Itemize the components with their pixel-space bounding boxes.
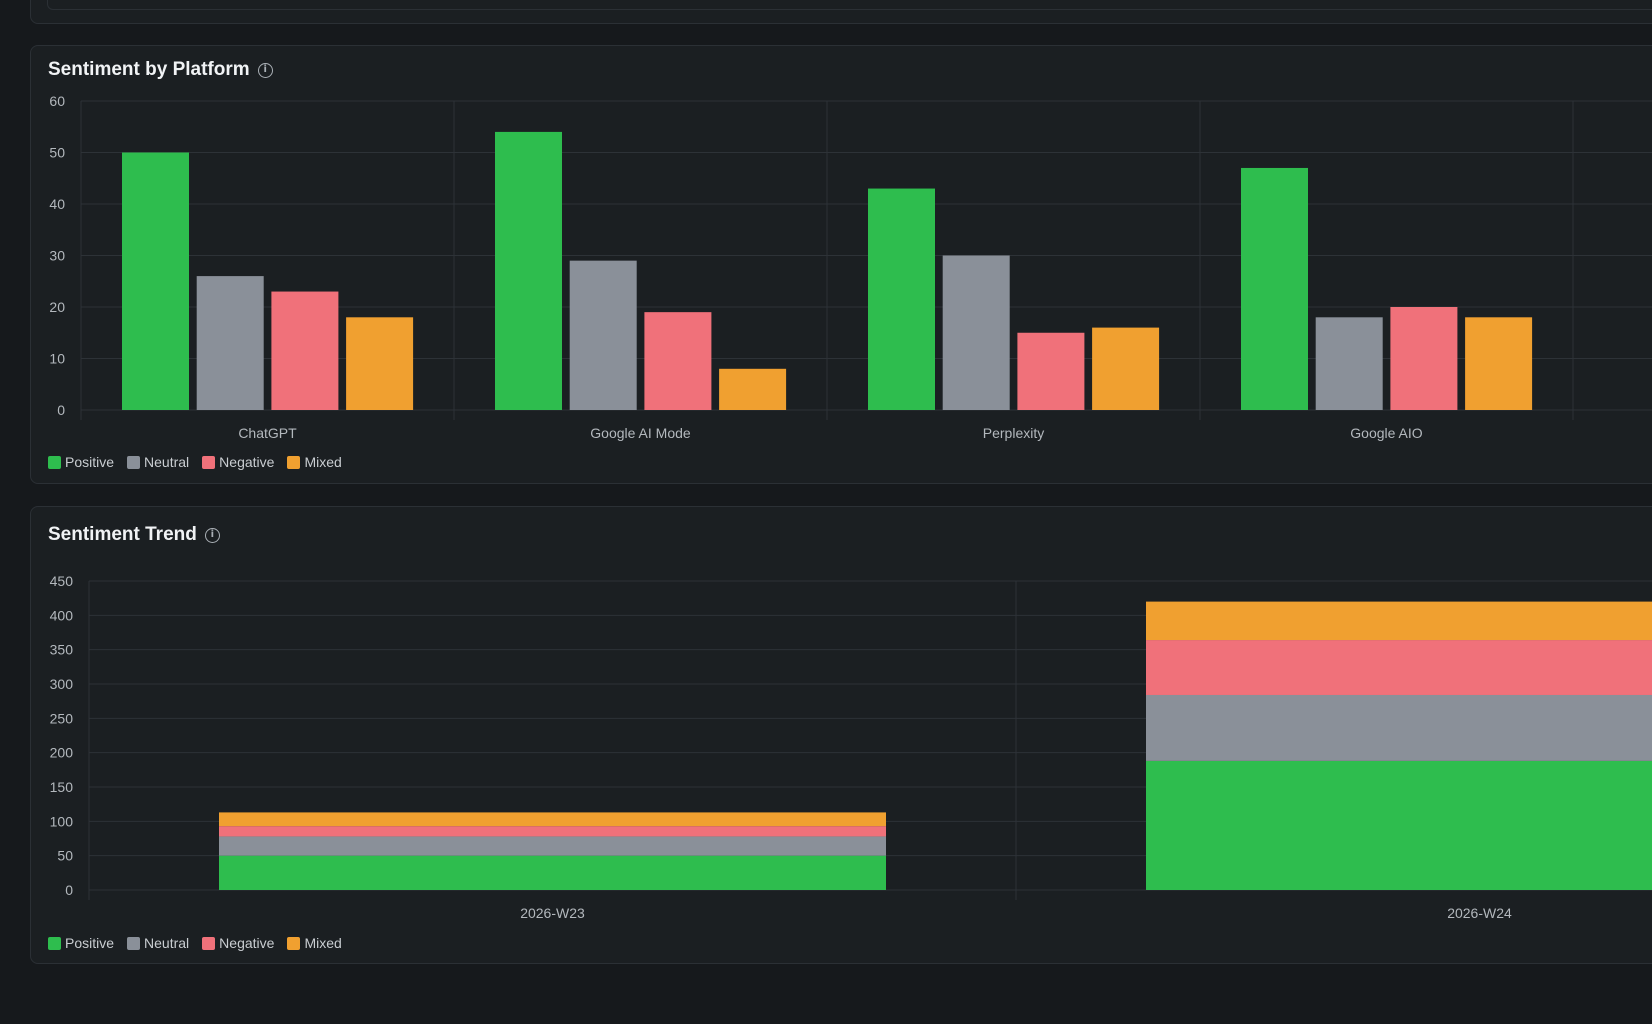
chart-legend: Positive Neutral Negative Mixed [48, 454, 342, 470]
legend-label-positive: Positive [65, 935, 115, 951]
y-tick-label: 450 [50, 573, 74, 589]
legend-label-positive: Positive [65, 454, 115, 470]
x-tick-label: 2026-W23 [520, 905, 585, 921]
y-tick-label: 50 [57, 848, 73, 864]
legend-swatch-negative [202, 455, 216, 469]
legend-swatch-positive [48, 455, 61, 469]
legend-neutral[interactable]: Neutral [127, 454, 189, 470]
bar-perplexity-negative [1017, 332, 1085, 410]
sentiment-by-platform-card: Sentiment by Platform i 0 10 20 30 40 50 60 Cha… [30, 45, 1652, 484]
y-tick-label: 400 [50, 607, 74, 623]
x-tick-label: ChatGPT [238, 425, 297, 441]
y-tick-label: 30 [49, 248, 65, 264]
legend-label-negative: Negative [219, 454, 275, 470]
stack-2026-w23-mixed [219, 812, 886, 827]
y-tick-label: 200 [50, 745, 74, 761]
bar-google-ai-mode-negative [644, 312, 712, 410]
y-tick-label: 100 [50, 813, 74, 829]
bar-chatgpt-neutral [196, 276, 264, 410]
legend-mixed[interactable]: Mixed [287, 935, 342, 951]
bar-google-aio-negative [1390, 307, 1458, 410]
legend-mixed[interactable]: Mixed [287, 454, 342, 470]
info-icon[interactable]: i [204, 527, 220, 543]
sentiment-by-platform-chart: 0 10 20 30 40 50 60 ChatGPT Google AI Mode Perple… [49, 93, 1652, 441]
legend-swatch-neutral [127, 936, 141, 950]
x-tick-label: 2026-W24 [1447, 905, 1512, 921]
sentiment-by-platform-title: Sentiment by Platform i [48, 59, 273, 81]
info-icon[interactable]: i [257, 62, 273, 78]
bar-chatgpt-negative [271, 291, 339, 410]
bar-perplexity-positive [868, 188, 935, 410]
legend-swatch-negative [202, 936, 216, 950]
chart-legend: Positive Neutral Negative Mixed [48, 935, 342, 951]
sentiment-trend-card: Sentiment Trend i 0 50 100 150 200 250 300 350 4… [30, 506, 1652, 964]
bar-google-aio-neutral [1315, 317, 1383, 410]
y-tick-label: 150 [50, 779, 74, 795]
legend-swatch-mixed [287, 455, 301, 469]
legend-label-negative: Negative [219, 935, 275, 951]
y-tick-label: 40 [49, 196, 65, 212]
y-tick-label: 350 [50, 642, 74, 658]
legend-label-neutral: Neutral [144, 454, 190, 470]
stack-2026-w23-negative [219, 826, 886, 837]
stack-2026-w24-positive [1146, 760, 1652, 890]
x-tick-label: Perplexity [983, 425, 1044, 441]
y-tick-label: 0 [57, 402, 65, 418]
bar-google-ai-mode-neutral [569, 260, 637, 410]
y-tick-label: 50 [49, 145, 65, 161]
legend-negative[interactable]: Negative [202, 454, 274, 470]
bar-chatgpt-mixed [346, 317, 414, 410]
legend-swatch-positive [48, 936, 61, 950]
legend-label-mixed: Mixed [304, 935, 342, 951]
card-title-text: Sentiment Trend [48, 524, 197, 545]
legend-swatch-mixed [287, 936, 301, 950]
legend-neutral[interactable]: Neutral [127, 935, 189, 951]
legend-swatch-neutral [127, 455, 141, 469]
stack-2026-w24-neutral [1146, 694, 1652, 761]
y-tick-label: 60 [49, 93, 65, 109]
x-tick-label: Google AIO [1350, 425, 1422, 441]
y-tick-label: 10 [49, 351, 65, 367]
bar-google-aio-mixed [1465, 317, 1533, 410]
stack-2026-w24-mixed [1146, 601, 1652, 641]
bar-perplexity-mixed [1092, 327, 1160, 410]
sentiment-trend-chart: 0 50 100 150 200 250 300 350 400 450 2026-W23 2026-… [50, 573, 1652, 921]
y-tick-label: 250 [50, 710, 74, 726]
bar-perplexity-neutral [942, 255, 1010, 410]
sentiment-trend-title: Sentiment Trend i [48, 524, 220, 546]
legend-positive[interactable]: Positive [48, 454, 114, 470]
stack-2026-w24-negative [1146, 640, 1652, 695]
legend-label-neutral: Neutral [144, 935, 190, 951]
previous-card-inner [47, 0, 1652, 10]
stack-2026-w23-positive [219, 855, 886, 890]
legend-negative[interactable]: Negative [202, 935, 274, 951]
bar-google-ai-mode-positive [495, 131, 562, 410]
y-tick-label: 300 [50, 676, 74, 692]
card-title-text: Sentiment by Platform [48, 59, 250, 80]
bar-google-ai-mode-mixed [719, 368, 787, 410]
legend-label-mixed: Mixed [304, 454, 342, 470]
y-tick-label: 0 [65, 882, 73, 898]
y-tick-label: 20 [49, 299, 65, 315]
bar-google-aio-positive [1241, 167, 1308, 410]
legend-positive[interactable]: Positive [48, 935, 114, 951]
x-tick-label: Google AI Mode [590, 425, 691, 441]
previous-card [30, 0, 1652, 24]
stack-2026-w23-neutral [219, 836, 886, 856]
bar-chatgpt-positive [122, 152, 189, 410]
